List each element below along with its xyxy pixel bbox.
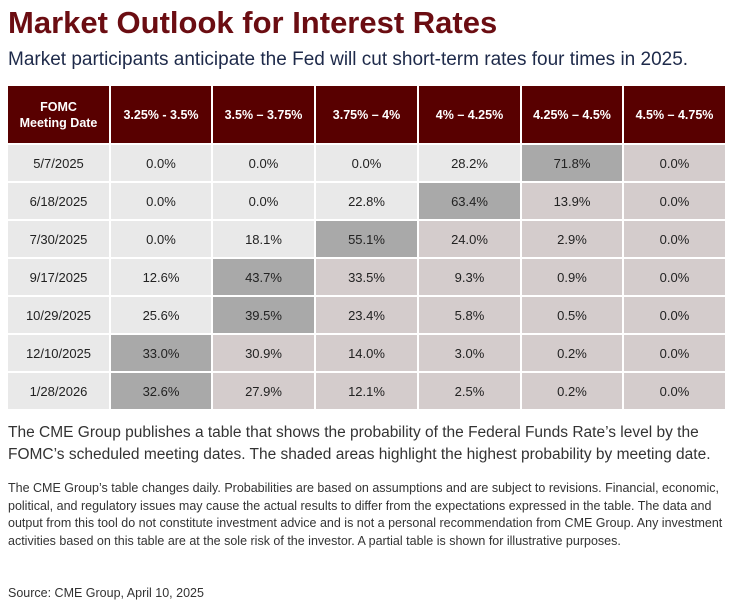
probability-cell: 3.0% (417, 333, 521, 372)
table-row: 1/28/2026 32.6% 27.9% 12.1% 2.5% 0.2% 0.0% (8, 371, 725, 409)
probability-cell: 0.0% (211, 143, 315, 182)
meeting-date-cell: 6/18/2025 (8, 181, 110, 220)
header-rate-range: 3.5% – 3.75% (211, 86, 315, 144)
table-row: 7/30/2025 0.0% 18.1% 55.1% 24.0% 2.9% 0.0% (8, 219, 725, 258)
probability-cell: 13.9% (520, 181, 623, 220)
probability-cell: 24.0% (417, 219, 521, 258)
source-citation: Source: CME Group, April 10, 2025 (8, 586, 204, 600)
probability-cell: 0.0% (109, 143, 212, 182)
probability-cell: 18.1% (211, 219, 315, 258)
meeting-date-cell: 1/28/2026 (8, 371, 110, 409)
probability-cell: 33.5% (314, 257, 418, 296)
rate-probability-table: FOMC Meeting Date 3.25% - 3.5% 3.5% – 3.… (8, 86, 725, 409)
meeting-date-cell: 12/10/2025 (8, 333, 110, 372)
probability-cell: 2.5% (417, 371, 521, 409)
header-meeting-date: FOMC Meeting Date (8, 86, 110, 144)
probability-cell: 0.0% (622, 257, 725, 296)
probability-cell: 28.2% (417, 143, 521, 182)
header-meeting-date-line1: FOMC (40, 99, 77, 114)
probability-cell: 12.6% (109, 257, 212, 296)
probability-cell: 0.0% (109, 181, 212, 220)
header-meeting-date-line2: Meeting Date (19, 115, 98, 130)
meeting-date-cell: 10/29/2025 (8, 295, 110, 334)
meeting-date-cell: 9/17/2025 (8, 257, 110, 296)
highest-probability-cell: 39.5% (211, 295, 315, 334)
probability-cell: 0.0% (622, 371, 725, 409)
probability-cell: 0.0% (211, 181, 315, 220)
highest-probability-cell: 71.8% (520, 143, 623, 182)
header-rate-range: 4% – 4.25% (417, 86, 521, 144)
table-row: 9/17/2025 12.6% 43.7% 33.5% 9.3% 0.9% 0.0% (8, 257, 725, 296)
disclaimer-text: The CME Group’s table changes daily. Pro… (8, 481, 723, 548)
table-description: The CME Group publishes a table that sho… (8, 424, 711, 463)
table-row: 6/18/2025 0.0% 0.0% 22.8% 63.4% 13.9% 0.0% (8, 181, 725, 220)
table-header-row: FOMC Meeting Date 3.25% - 3.5% 3.5% – 3.… (8, 86, 725, 144)
probability-cell: 2.9% (520, 219, 623, 258)
table-row: 10/29/2025 25.6% 39.5% 23.4% 5.8% 0.5% 0.0% (8, 295, 725, 334)
page-title: Market Outlook for Interest Rates (8, 5, 498, 40)
probability-cell: 0.2% (520, 371, 623, 409)
table-row: 12/10/2025 33.0% 30.9% 14.0% 3.0% 0.2% 0.0% (8, 333, 725, 372)
probability-cell: 0.0% (314, 143, 418, 182)
probability-cell: 0.0% (622, 333, 725, 372)
probability-cell: 0.0% (622, 181, 725, 220)
highest-probability-cell: 63.4% (417, 181, 521, 220)
probability-cell: 5.8% (417, 295, 521, 334)
meeting-date-cell: 7/30/2025 (8, 219, 110, 258)
probability-cell: 12.1% (314, 371, 418, 409)
probability-cell: 0.0% (622, 143, 725, 182)
probability-cell: 25.6% (109, 295, 212, 334)
probability-cell: 0.0% (622, 295, 725, 334)
probability-cell: 0.0% (109, 219, 212, 258)
highest-probability-cell: 55.1% (314, 219, 418, 258)
probability-cell: 0.0% (622, 219, 725, 258)
header-rate-range: 4.5% – 4.75% (622, 86, 725, 144)
table-row: 5/7/2025 0.0% 0.0% 0.0% 28.2% 71.8% 0.0% (8, 143, 725, 182)
highest-probability-cell: 32.6% (109, 371, 212, 409)
probability-cell: 23.4% (314, 295, 418, 334)
header-rate-range: 3.25% - 3.5% (109, 86, 212, 144)
table-body: 5/7/2025 0.0% 0.0% 0.0% 28.2% 71.8% 0.0% 6/18/2… (8, 143, 725, 409)
probability-cell: 0.9% (520, 257, 623, 296)
probability-cell: 22.8% (314, 181, 418, 220)
probability-cell: 14.0% (314, 333, 418, 372)
meeting-date-cell: 5/7/2025 (8, 143, 110, 182)
header-rate-range: 4.25% – 4.5% (520, 86, 623, 144)
probability-cell: 9.3% (417, 257, 521, 296)
probability-cell: 0.2% (520, 333, 623, 372)
probability-cell: 27.9% (211, 371, 315, 409)
highest-probability-cell: 33.0% (109, 333, 212, 372)
highest-probability-cell: 43.7% (211, 257, 315, 296)
probability-cell: 30.9% (211, 333, 315, 372)
probability-cell: 0.5% (520, 295, 623, 334)
header-rate-range: 3.75% – 4% (314, 86, 418, 144)
page-subtitle: Market participants anticipate the Fed w… (8, 49, 689, 70)
